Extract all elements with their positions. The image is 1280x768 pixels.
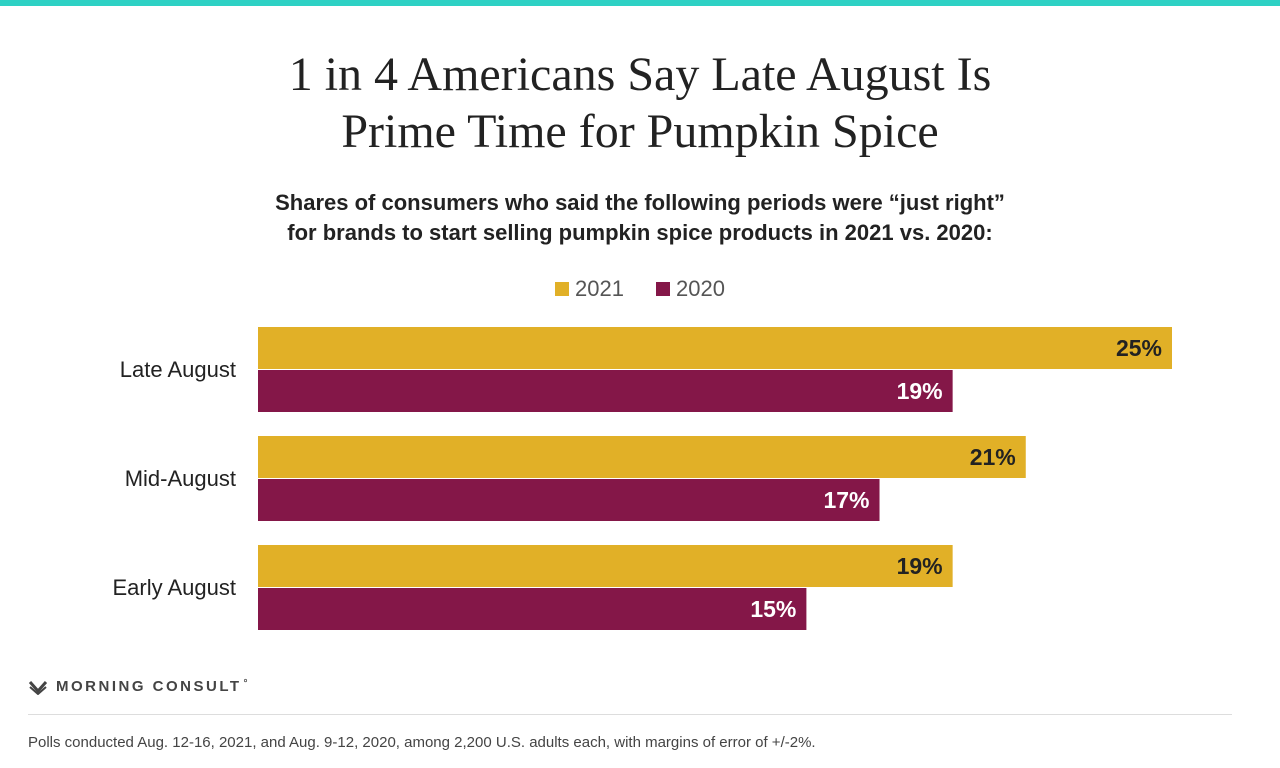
legend-swatch-2021 bbox=[555, 282, 570, 296]
bar-mid-august-2020 bbox=[258, 479, 880, 521]
data-label-late-august-2021: 25% bbox=[1116, 335, 1162, 361]
data-label-early-august-2021: 19% bbox=[897, 553, 943, 579]
data-label-mid-august-2021: 21% bbox=[970, 444, 1016, 470]
chart-title: 1 in 4 Americans Say Late August Is Prim… bbox=[0, 46, 1280, 160]
brand-name: MORNING CONSULT bbox=[56, 678, 242, 695]
category-label-late-august: Late August bbox=[120, 357, 236, 382]
footer-divider bbox=[28, 714, 1232, 715]
footnote: Polls conducted Aug. 12-16, 2021, and Au… bbox=[28, 734, 816, 751]
top-accent-band bbox=[0, 0, 1280, 6]
chart-title-line-1: 1 in 4 Americans Say Late August Is bbox=[288, 48, 992, 101]
bar-late-august-2021 bbox=[258, 327, 1172, 369]
legend-label-2021: 2021 bbox=[575, 276, 624, 301]
chart-title-line-2: Prime Time for Pumpkin Spice bbox=[341, 105, 939, 158]
brand-logo: MORNING CONSULT ° bbox=[28, 678, 250, 695]
chart-subtitle-line-2: for brands to start selling pumpkin spic… bbox=[287, 220, 993, 245]
data-label-mid-august-2020: 17% bbox=[823, 487, 869, 513]
brand-mark: ° bbox=[243, 678, 251, 689]
bar-early-august-2020 bbox=[258, 588, 807, 630]
legend-label-2020: 2020 bbox=[676, 276, 725, 301]
chart-subtitle-line-1: Shares of consumers who said the followi… bbox=[275, 190, 1005, 215]
bar-late-august-2020 bbox=[258, 370, 953, 412]
bar-mid-august-2021 bbox=[258, 436, 1026, 478]
chart-subtitle: Shares of consumers who said the followi… bbox=[0, 188, 1280, 248]
morning-consult-logo-icon bbox=[28, 680, 48, 695]
data-label-late-august-2020: 19% bbox=[897, 378, 943, 404]
category-label-mid-august: Mid-August bbox=[125, 466, 236, 491]
bar-early-august-2021 bbox=[258, 545, 953, 587]
chart-legend: 2021 2020 bbox=[0, 276, 1280, 302]
data-label-early-august-2020: 15% bbox=[750, 596, 796, 622]
category-label-early-august: Early August bbox=[112, 575, 236, 600]
legend-swatch-2020 bbox=[656, 282, 670, 296]
legend-item-2021: 2021 bbox=[555, 276, 624, 302]
legend-item-2020: 2020 bbox=[656, 276, 725, 302]
